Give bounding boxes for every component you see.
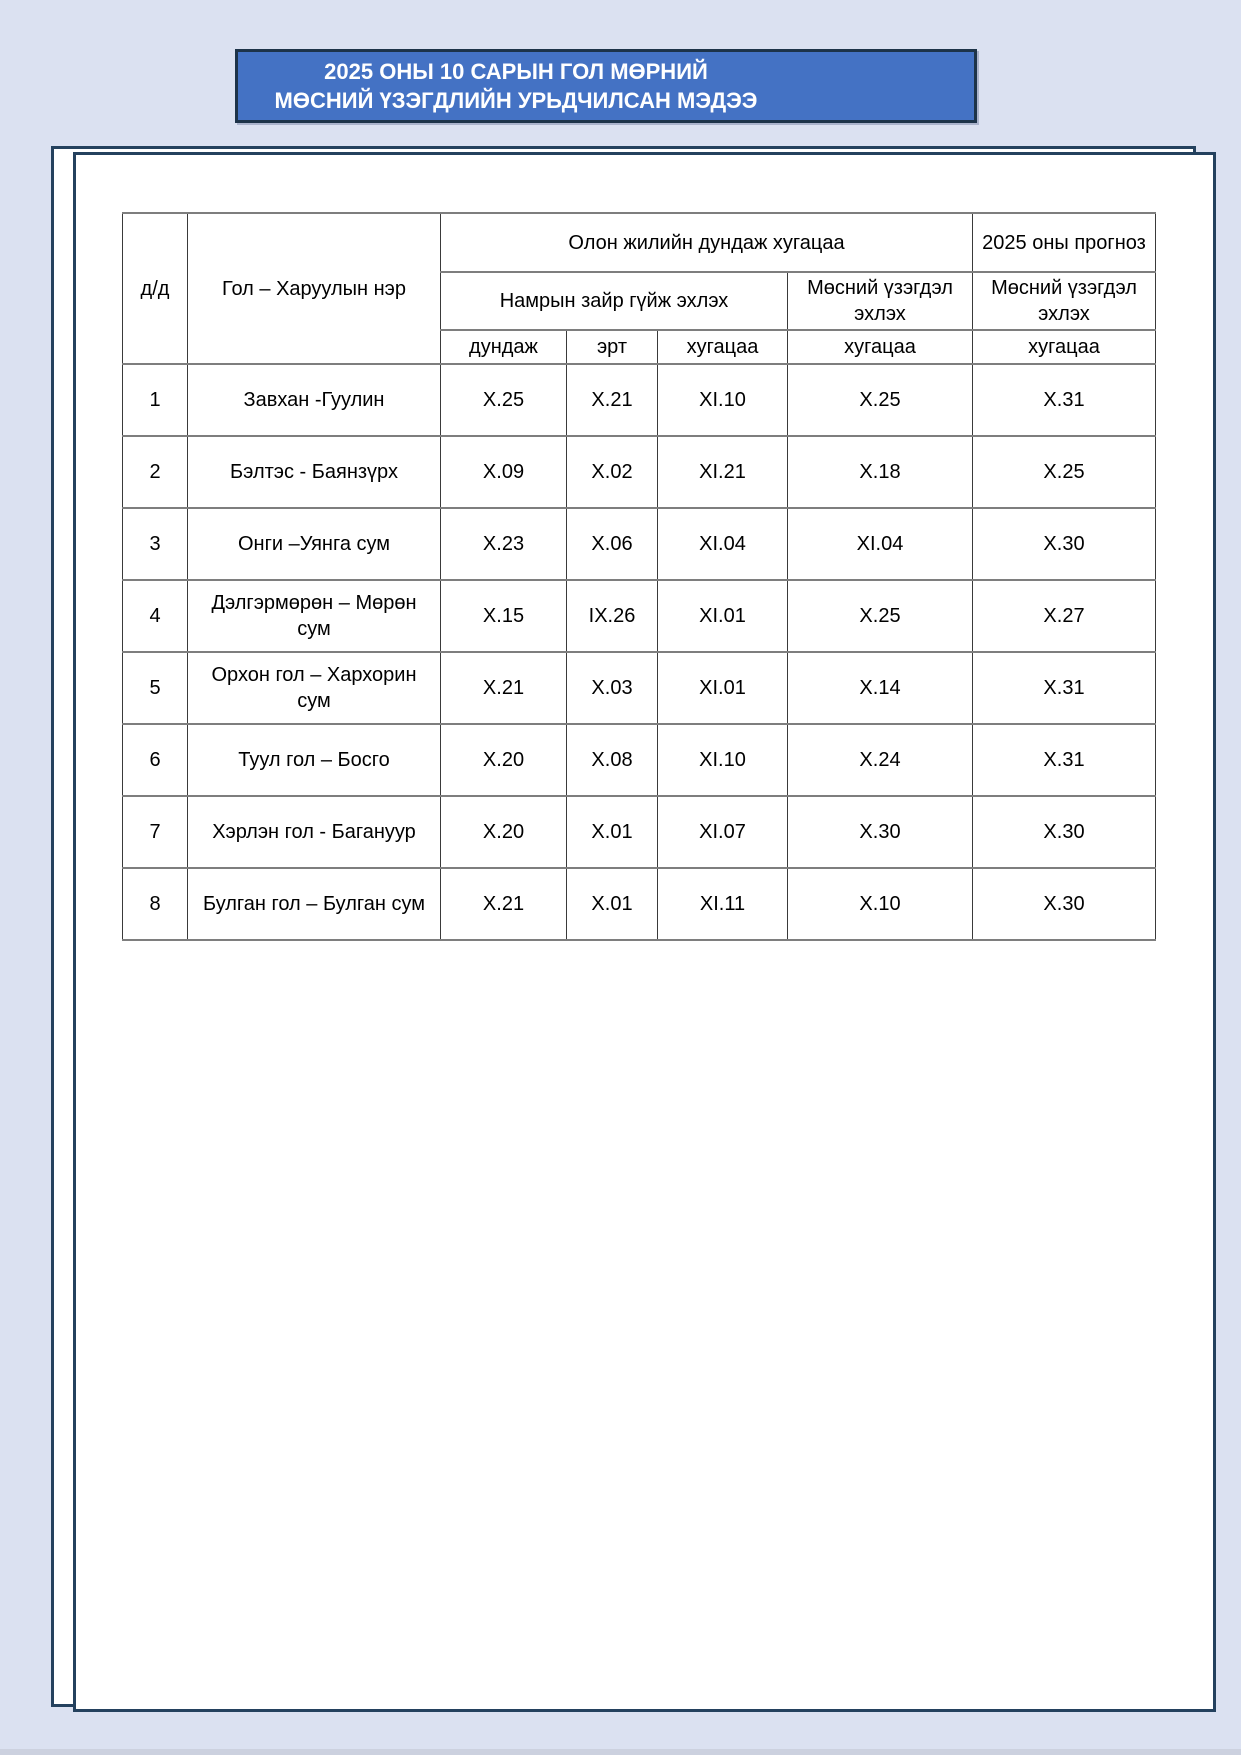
- date-value-cell: XI.04: [657, 507, 788, 581]
- date-value-cell: X.20: [440, 795, 567, 869]
- date-value-cell: X.23: [440, 507, 567, 581]
- title-line-1: 2025 ОНЫ 10 САРЫН ГОЛ МӨРНИЙ: [324, 59, 708, 84]
- date-value-cell: XI.01: [657, 579, 788, 653]
- station-name-cell: Бэлтэс - Баянзүрх: [187, 435, 441, 509]
- header-long-term-avg: Олон жилийн дундаж хугацаа: [440, 212, 973, 273]
- header-period-a: хугацаа: [657, 329, 788, 365]
- date-value-cell: X.30: [787, 795, 973, 869]
- date-value-cell: X.31: [972, 651, 1156, 725]
- station-name-cell: Булган гол – Булган сум: [187, 867, 441, 941]
- date-value-cell: X.30: [972, 867, 1156, 941]
- date-value-cell: X.14: [787, 651, 973, 725]
- date-value-cell: X.25: [972, 435, 1156, 509]
- header-ice-phenomena: Мөсний үзэгдэл эхлэх: [787, 271, 973, 331]
- header-forecast-ice-phenomena: Мөсний үзэгдэл эхлэх: [972, 271, 1156, 331]
- header-period-b: хугацаа: [787, 329, 973, 365]
- date-value-cell: X.31: [972, 723, 1156, 797]
- station-name-cell: Дэлгэрмөрөн – Мөрөн сум: [187, 579, 441, 653]
- date-value-cell: X.25: [787, 363, 973, 437]
- date-value-cell: IX.26: [566, 579, 658, 653]
- table-row: 8 Булган гол – Булган сум X.21 X.01 XI.11 X.1…: [122, 867, 1156, 941]
- table-row: 5 Орхон гол – Хархорин сум X.21 X.03 XI.01 X.…: [122, 651, 1156, 725]
- date-value-cell: XI.11: [657, 867, 788, 941]
- row-number-cell: 5: [122, 651, 188, 725]
- header-period-c: хугацаа: [972, 329, 1156, 365]
- date-value-cell: X.06: [566, 507, 658, 581]
- date-value-cell: X.15: [440, 579, 567, 653]
- header-avg: дундаж: [440, 329, 567, 365]
- date-value-cell: X.10: [787, 867, 973, 941]
- table-row: 2 Бэлтэс - Баянзүрх X.09 X.02 XI.21 X.18 X.25: [122, 435, 1156, 509]
- table-row: 4 Дэлгэрмөрөн – Мөрөн сум X.15 IX.26 XI.01 X.…: [122, 579, 1156, 653]
- table-row: 7 Хэрлэн гол - Багануур X.20 X.01 XI.07 X.30 X…: [122, 795, 1156, 869]
- date-value-cell: X.24: [787, 723, 973, 797]
- date-value-cell: X.25: [440, 363, 567, 437]
- date-value-cell: X.25: [787, 579, 973, 653]
- row-number-cell: 8: [122, 867, 188, 941]
- header-row-2: Намрын зайр гүйж эхлэх Мөсний үзэгдэл эх…: [123, 271, 1156, 331]
- table-row: 3 Онги –Уянга сум X.23 X.06 XI.04 XI.04 X.30: [122, 507, 1156, 581]
- date-value-cell: X.30: [972, 795, 1156, 869]
- header-row-3: дундаж эрт хугацаа хугацаа хугацаа: [123, 329, 1156, 365]
- header-num: д/д: [122, 212, 188, 365]
- row-number-cell: 7: [122, 795, 188, 869]
- row-number-cell: 2: [122, 435, 188, 509]
- forecast-table: д/д Гол – Харуулын нэр Олон жилийн дунда…: [122, 212, 1156, 941]
- date-value-cell: X.01: [566, 867, 658, 941]
- station-name-cell: Орхон гол – Хархорин сум: [187, 651, 441, 725]
- page: д/д Гол – Харуулын нэр Олон жилийн дунда…: [73, 152, 1216, 1712]
- row-number-cell: 1: [122, 363, 188, 437]
- date-value-cell: XI.21: [657, 435, 788, 509]
- row-number-cell: 6: [122, 723, 188, 797]
- header-station: Гол – Харуулын нэр: [187, 212, 441, 365]
- station-name-cell: Туул гол – Босго: [187, 723, 441, 797]
- header-early: эрт: [566, 329, 658, 365]
- header-row-1: д/д Гол – Харуулын нэр Олон жилийн дунда…: [122, 212, 1156, 365]
- date-value-cell: X.20: [440, 723, 567, 797]
- date-value-cell: XI.04: [787, 507, 973, 581]
- station-name-cell: Завхан -Гуулин: [187, 363, 441, 437]
- table-body: 1 Завхан -Гуулин X.25 X.21 XI.10 X.25 X.31 2 Бэл…: [122, 363, 1156, 941]
- bottom-edge-strip: [0, 1749, 1241, 1755]
- station-name-cell: Хэрлэн гол - Багануур: [187, 795, 441, 869]
- date-value-cell: X.01: [566, 795, 658, 869]
- date-value-cell: XI.10: [657, 363, 788, 437]
- date-value-cell: X.27: [972, 579, 1156, 653]
- station-name-cell: Онги –Уянга сум: [187, 507, 441, 581]
- date-value-cell: X.02: [566, 435, 658, 509]
- date-value-cell: X.21: [440, 651, 567, 725]
- date-value-cell: XI.07: [657, 795, 788, 869]
- date-value-cell: X.21: [440, 867, 567, 941]
- date-value-cell: X.21: [566, 363, 658, 437]
- table-row: 6 Туул гол – Босго X.20 X.08 XI.10 X.24 X.31: [122, 723, 1156, 797]
- date-value-cell: X.03: [566, 651, 658, 725]
- row-number-cell: 4: [122, 579, 188, 653]
- date-value-cell: X.18: [787, 435, 973, 509]
- table-row: 1 Завхан -Гуулин X.25 X.21 XI.10 X.25 X.31: [122, 363, 1156, 437]
- date-value-cell: X.08: [566, 723, 658, 797]
- row-number-cell: 3: [122, 507, 188, 581]
- header-forecast-2025: 2025 оны прогноз: [972, 212, 1156, 273]
- date-value-cell: X.09: [440, 435, 567, 509]
- date-value-cell: X.30: [972, 507, 1156, 581]
- title-line-2: МӨСНИЙ ҮЗЭГДЛИЙН УРЬДЧИЛСАН МЭДЭЭ: [274, 88, 758, 113]
- header-autumn-ice-run: Намрын зайр гүйж эхлэх: [440, 271, 788, 331]
- date-value-cell: XI.01: [657, 651, 788, 725]
- title-banner: 2025 ОНЫ 10 САРЫН ГОЛ МӨРНИЙ МӨСНИЙ ҮЗЭГ…: [235, 49, 977, 123]
- date-value-cell: X.31: [972, 363, 1156, 437]
- date-value-cell: XI.10: [657, 723, 788, 797]
